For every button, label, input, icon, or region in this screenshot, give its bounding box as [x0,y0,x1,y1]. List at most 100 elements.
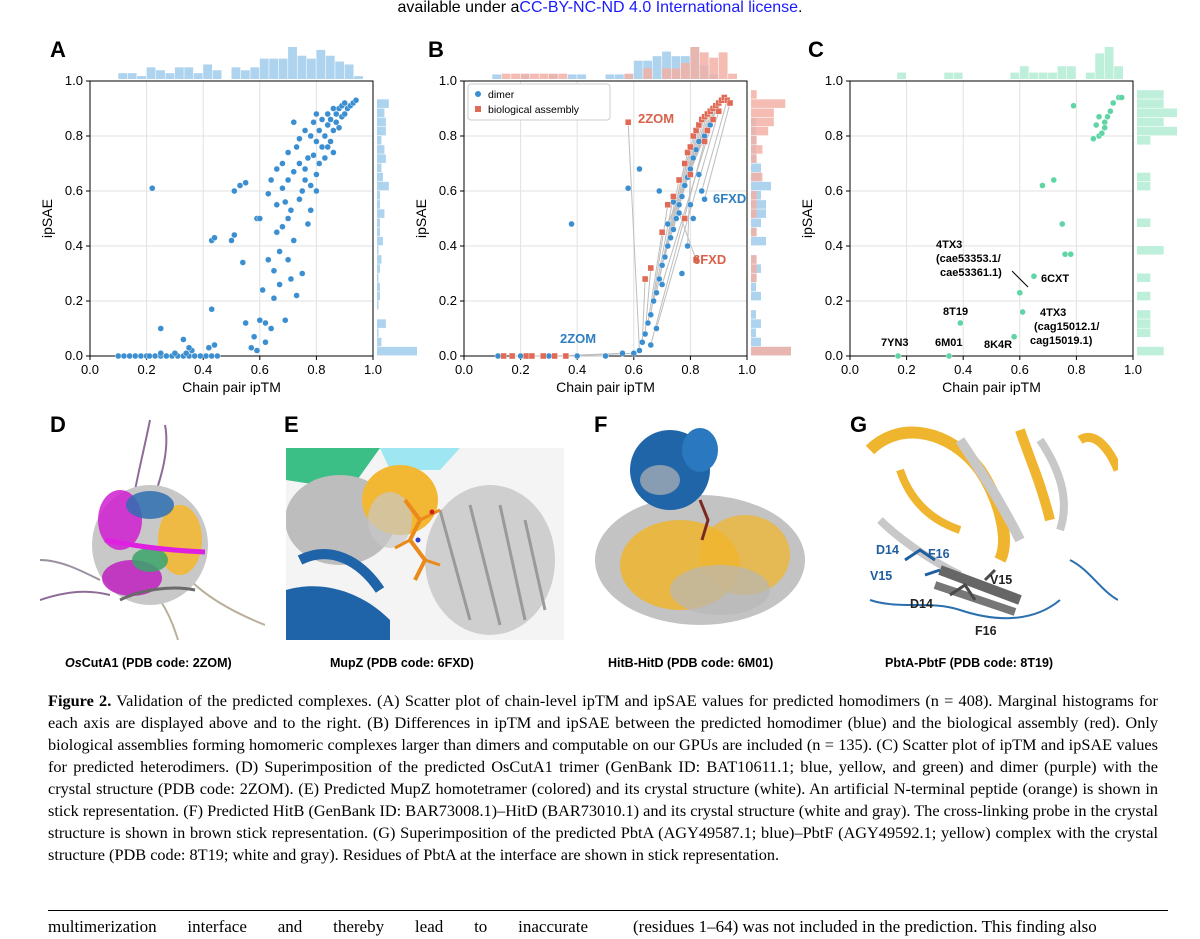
right-histogram-bar [377,172,383,182]
caption-label: Figure 2. [48,691,112,710]
data-point [687,143,694,151]
right-histogram-bar [377,264,380,273]
license-link[interactable]: CC-BY-NC-ND 4.0 International license [519,0,799,16]
data-point [310,152,317,159]
y-tick-label: 0.0 [439,348,457,363]
data-point [301,127,309,134]
right-histogram-bar [751,99,786,108]
data-point [208,306,215,313]
data-point [149,185,156,192]
data-point [242,319,249,327]
structure-d-caption-italic: Os [65,656,82,670]
top-histogram-bar [231,67,241,79]
data-point [1101,119,1108,126]
panel-letter-d: D [50,412,66,437]
data-point [157,350,164,357]
data-point [698,187,705,195]
data-point [675,209,683,217]
right-histogram-bar [1137,99,1164,108]
right-histogram-bar [751,328,756,338]
right-histogram-bar [751,236,766,246]
right-histogram-bar [751,310,756,319]
top-histogram-bar [501,73,511,79]
data-point [276,248,283,255]
scatter-panel-c: 0.00.0 0.2 0.2 0.4 0.4 0.6 0.6 0.8 0.8 1.0 1.0 Chai… [799,47,1177,395]
data-point [180,336,187,343]
data-point [313,171,320,178]
data-point [1039,182,1046,189]
data-point [673,215,680,222]
top-histogram-bar [1019,66,1029,79]
data-point [658,281,666,288]
label-4tx3-b-id2: cag15019.1) [1030,335,1093,347]
data-point [1109,99,1117,107]
data-point [341,110,348,118]
x-tick-label: 0.0 [455,362,473,377]
y-tick-label: 0.6 [65,183,83,198]
top-histogram-bar [1057,66,1067,79]
data-point [333,110,340,118]
y-tick-label: 0.6 [439,183,457,198]
data-point [670,226,677,233]
data-point [330,149,337,156]
residue-f16-dark: F16 [975,624,997,638]
x-tick-label: 0.8 [1067,362,1085,377]
x-tick-label: 0.0 [841,362,859,377]
data-point [687,165,694,173]
data-point [191,352,198,360]
data-point [1010,333,1018,340]
top-histogram-bar [897,72,906,79]
data-point [327,138,334,145]
data-point [324,143,331,151]
data-point [270,295,278,302]
top-histogram-bar [718,52,728,79]
top-histogram-bar [203,64,213,79]
data-point [619,350,626,357]
right-histogram-bar [751,319,761,328]
x-tick-label: 0.6 [251,362,269,377]
data-point [707,121,714,129]
structure-g-image [865,426,1118,620]
data-point [641,275,649,283]
right-histogram-bar [1137,126,1177,136]
data-point [316,160,323,167]
structure-d-caption: OsCutA1 (PDB code: 2ZOM) [65,656,232,670]
body-text-right: (residues 1–64) was not included in the … [633,917,1097,936]
data-point [1016,289,1023,296]
data-point [279,185,286,192]
data-point [279,160,286,167]
data-point [185,344,193,351]
right-histogram-bar [1137,172,1151,182]
plot-frame [849,80,1134,357]
data-point [681,215,688,222]
label-2zom-red: 2ZOM [638,111,674,126]
data-point [675,176,683,184]
data-point [163,352,170,360]
data-point [265,190,272,197]
data-point [132,352,139,360]
data-point [681,182,688,189]
top-histogram-bar [137,76,146,79]
data-point [1050,176,1057,184]
label-4tx3-a-id2: cae53361.1) [940,267,1002,279]
data-point [239,259,247,266]
license-prefix: available under a [397,0,520,16]
top-histogram-bar [316,49,326,79]
x-tick-label: 0.8 [307,362,325,377]
right-histogram-bar [377,273,379,283]
data-point [574,352,581,360]
data-point [211,234,218,241]
data-point [273,229,280,236]
data-point [318,116,326,123]
structure-f-caption: HitB-HitD (PDB code: 6M01) [608,656,773,670]
legend-bio-marker [475,106,481,112]
y-tick-label: 0.2 [825,293,843,308]
data-point [157,325,164,332]
data-point [664,201,671,208]
data-point [523,352,530,360]
data-point [636,165,643,173]
right-histogram-bar [1137,181,1151,191]
data-point [330,105,337,112]
x-tick-label: 0.2 [898,362,916,377]
right-histogram-bar [1137,218,1151,228]
